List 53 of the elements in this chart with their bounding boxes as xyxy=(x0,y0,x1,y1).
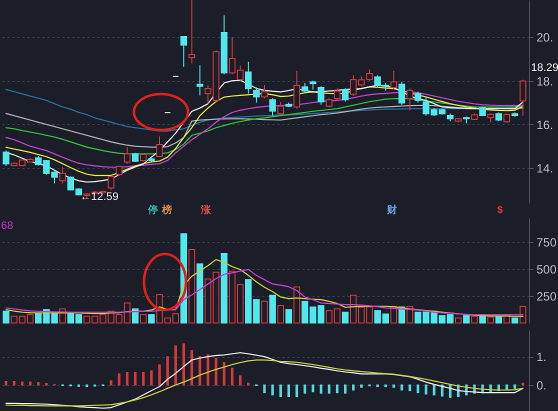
candlestick xyxy=(334,88,341,101)
candlestick xyxy=(406,88,414,111)
line-series xyxy=(5,352,524,409)
text: 停 xyxy=(147,204,158,216)
candlestick xyxy=(124,146,131,164)
text: $ xyxy=(497,205,504,216)
y-tick-label: 14. xyxy=(536,162,554,176)
bar xyxy=(495,316,502,324)
line-series xyxy=(5,359,524,406)
y-tick-label: 750 xyxy=(536,235,557,250)
candlestick xyxy=(520,79,526,116)
bar xyxy=(512,318,518,324)
y-tick-label: 1. xyxy=(536,350,547,364)
candlestick xyxy=(2,150,10,166)
text: 18.29 xyxy=(531,62,558,74)
line-series xyxy=(5,268,524,316)
candlestick xyxy=(390,70,398,90)
bar xyxy=(463,315,470,324)
candlestick xyxy=(132,152,139,162)
candlestick xyxy=(318,86,324,106)
y-tick-label: 20. xyxy=(536,30,554,45)
y-tick-label: 250 xyxy=(536,289,557,304)
annotation: ←12.59 xyxy=(80,191,119,203)
bar xyxy=(285,309,292,324)
candlestick xyxy=(261,84,268,99)
bar xyxy=(2,310,10,324)
candlestick xyxy=(293,70,300,110)
candlestick xyxy=(59,166,66,184)
candlestick xyxy=(398,81,406,106)
y-tick-label: 500 xyxy=(536,262,557,276)
bar xyxy=(342,312,349,324)
candlestick xyxy=(302,82,308,94)
annotation: 68 xyxy=(1,220,14,232)
candlestick xyxy=(253,86,260,104)
text: 榜 xyxy=(161,204,172,216)
candlestick xyxy=(156,136,163,158)
candlestick xyxy=(414,91,422,104)
bar xyxy=(148,314,155,324)
candlestick xyxy=(277,101,284,116)
bar xyxy=(196,263,204,324)
text: 涨 xyxy=(200,204,212,216)
y-tick-label: 0. xyxy=(536,378,547,392)
line-series xyxy=(5,258,524,317)
candlestick xyxy=(342,88,349,102)
candlestick xyxy=(245,61,252,94)
candlestick xyxy=(108,175,114,190)
text: 财 xyxy=(386,204,397,216)
bar xyxy=(220,253,228,324)
y-tick-label: 16. xyxy=(536,118,554,132)
candlestick xyxy=(180,36,188,68)
candlestick xyxy=(269,98,276,116)
bar xyxy=(269,294,276,324)
y-tick-label: 18. xyxy=(536,74,554,88)
